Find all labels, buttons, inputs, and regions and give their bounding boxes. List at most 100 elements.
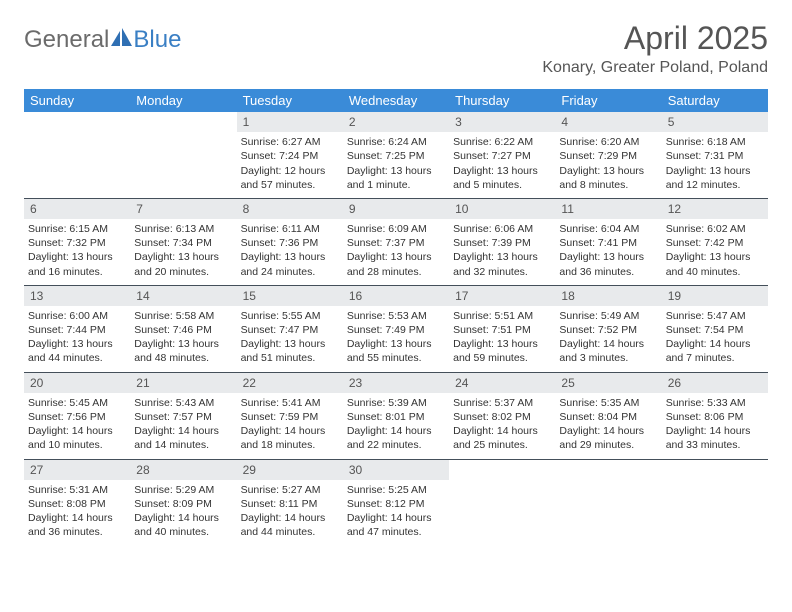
sunset-text: Sunset: 7:39 PM xyxy=(453,236,551,250)
day-number: 5 xyxy=(662,112,768,132)
calendar-row: 1Sunrise: 6:27 AMSunset: 7:24 PMDaylight… xyxy=(24,112,768,198)
daylight-text: Daylight: 13 hours and 12 minutes. xyxy=(666,164,764,192)
sunset-text: Sunset: 8:11 PM xyxy=(241,497,339,511)
sunrise-text: Sunrise: 6:09 AM xyxy=(347,222,445,236)
sunset-text: Sunset: 8:02 PM xyxy=(453,410,551,424)
logo: General Blue xyxy=(24,26,181,54)
day-number: 13 xyxy=(24,286,130,306)
sunrise-text: Sunrise: 6:20 AM xyxy=(559,135,657,149)
sunset-text: Sunset: 7:51 PM xyxy=(453,323,551,337)
day-number: 6 xyxy=(24,199,130,219)
sunrise-text: Sunrise: 5:33 AM xyxy=(666,396,764,410)
calendar-cell: 6Sunrise: 6:15 AMSunset: 7:32 PMDaylight… xyxy=(24,198,130,285)
day-number: 11 xyxy=(555,199,661,219)
calendar-cell: 25Sunrise: 5:35 AMSunset: 8:04 PMDayligh… xyxy=(555,372,661,459)
daylight-text: Daylight: 13 hours and 55 minutes. xyxy=(347,337,445,365)
daylight-text: Daylight: 14 hours and 10 minutes. xyxy=(28,424,126,452)
calendar-row: 20Sunrise: 5:45 AMSunset: 7:56 PMDayligh… xyxy=(24,372,768,459)
daylight-text: Daylight: 13 hours and 28 minutes. xyxy=(347,250,445,278)
calendar-cell: 4Sunrise: 6:20 AMSunset: 7:29 PMDaylight… xyxy=(555,112,661,198)
calendar-table: SundayMondayTuesdayWednesdayThursdayFrid… xyxy=(24,89,768,545)
header: General Blue April 2025 Konary, Greater … xyxy=(24,20,768,77)
daylight-text: Daylight: 12 hours and 57 minutes. xyxy=(241,164,339,192)
sunset-text: Sunset: 7:56 PM xyxy=(28,410,126,424)
day-number: 12 xyxy=(662,199,768,219)
sunrise-text: Sunrise: 5:25 AM xyxy=(347,483,445,497)
calendar-row: 6Sunrise: 6:15 AMSunset: 7:32 PMDaylight… xyxy=(24,198,768,285)
daylight-text: Daylight: 13 hours and 8 minutes. xyxy=(559,164,657,192)
day-number: 7 xyxy=(130,199,236,219)
sunrise-text: Sunrise: 6:22 AM xyxy=(453,135,551,149)
daylight-text: Daylight: 14 hours and 36 minutes. xyxy=(28,511,126,539)
calendar-cell: 23Sunrise: 5:39 AMSunset: 8:01 PMDayligh… xyxy=(343,372,449,459)
sunset-text: Sunset: 7:47 PM xyxy=(241,323,339,337)
calendar-cell xyxy=(662,459,768,545)
daylight-text: Daylight: 13 hours and 5 minutes. xyxy=(453,164,551,192)
calendar-cell: 19Sunrise: 5:47 AMSunset: 7:54 PMDayligh… xyxy=(662,285,768,372)
sunset-text: Sunset: 8:12 PM xyxy=(347,497,445,511)
day-number: 16 xyxy=(343,286,449,306)
sunset-text: Sunset: 7:44 PM xyxy=(28,323,126,337)
sunset-text: Sunset: 7:54 PM xyxy=(666,323,764,337)
sunset-text: Sunset: 7:42 PM xyxy=(666,236,764,250)
sunset-text: Sunset: 7:24 PM xyxy=(241,149,339,163)
calendar-cell: 28Sunrise: 5:29 AMSunset: 8:09 PMDayligh… xyxy=(130,459,236,545)
day-number: 27 xyxy=(24,460,130,480)
daylight-text: Daylight: 14 hours and 3 minutes. xyxy=(559,337,657,365)
sunset-text: Sunset: 7:41 PM xyxy=(559,236,657,250)
logo-sail-icon xyxy=(111,28,133,53)
sunrise-text: Sunrise: 5:37 AM xyxy=(453,396,551,410)
calendar-cell: 10Sunrise: 6:06 AMSunset: 7:39 PMDayligh… xyxy=(449,198,555,285)
sunrise-text: Sunrise: 5:29 AM xyxy=(134,483,232,497)
day-number: 22 xyxy=(237,373,343,393)
sunset-text: Sunset: 7:59 PM xyxy=(241,410,339,424)
sunrise-text: Sunrise: 5:45 AM xyxy=(28,396,126,410)
calendar-row: 13Sunrise: 6:00 AMSunset: 7:44 PMDayligh… xyxy=(24,285,768,372)
day-header: Monday xyxy=(130,89,236,112)
daylight-text: Daylight: 13 hours and 24 minutes. xyxy=(241,250,339,278)
daylight-text: Daylight: 14 hours and 14 minutes. xyxy=(134,424,232,452)
day-number: 2 xyxy=(343,112,449,132)
day-number: 21 xyxy=(130,373,236,393)
day-number: 3 xyxy=(449,112,555,132)
daylight-text: Daylight: 14 hours and 47 minutes. xyxy=(347,511,445,539)
day-number: 29 xyxy=(237,460,343,480)
calendar-row: 27Sunrise: 5:31 AMSunset: 8:08 PMDayligh… xyxy=(24,459,768,545)
calendar-cell xyxy=(449,459,555,545)
calendar-cell: 21Sunrise: 5:43 AMSunset: 7:57 PMDayligh… xyxy=(130,372,236,459)
sunset-text: Sunset: 7:27 PM xyxy=(453,149,551,163)
day-header: Sunday xyxy=(24,89,130,112)
daylight-text: Daylight: 13 hours and 40 minutes. xyxy=(666,250,764,278)
sunrise-text: Sunrise: 6:06 AM xyxy=(453,222,551,236)
daylight-text: Daylight: 13 hours and 48 minutes. xyxy=(134,337,232,365)
day-number: 1 xyxy=(237,112,343,132)
sunset-text: Sunset: 8:01 PM xyxy=(347,410,445,424)
sunrise-text: Sunrise: 5:51 AM xyxy=(453,309,551,323)
logo-word1: General xyxy=(24,26,109,54)
sunrise-text: Sunrise: 6:13 AM xyxy=(134,222,232,236)
day-number: 28 xyxy=(130,460,236,480)
calendar-cell: 9Sunrise: 6:09 AMSunset: 7:37 PMDaylight… xyxy=(343,198,449,285)
calendar-cell: 11 Sunrise: 6:04 AMSunset: 7:41 PMDayligh… xyxy=(555,198,661,285)
calendar-cell: 22Sunrise: 5:41 AMSunset: 7:59 PMDayligh… xyxy=(237,372,343,459)
daylight-text: Daylight: 14 hours and 18 minutes. xyxy=(241,424,339,452)
day-header-row: SundayMondayTuesdayWednesdayThursdayFrid… xyxy=(24,89,768,112)
sunset-text: Sunset: 7:25 PM xyxy=(347,149,445,163)
sunrise-text: Sunrise: 5:53 AM xyxy=(347,309,445,323)
daylight-text: Daylight: 13 hours and 44 minutes. xyxy=(28,337,126,365)
day-number: 25 xyxy=(555,373,661,393)
calendar-cell: 1Sunrise: 6:27 AMSunset: 7:24 PMDaylight… xyxy=(237,112,343,198)
daylight-text: Daylight: 14 hours and 7 minutes. xyxy=(666,337,764,365)
day-number: 17 xyxy=(449,286,555,306)
calendar-cell xyxy=(130,112,236,198)
sunrise-text: Sunrise: 5:31 AM xyxy=(28,483,126,497)
daylight-text: Daylight: 14 hours and 29 minutes. xyxy=(559,424,657,452)
daylight-text: Daylight: 13 hours and 36 minutes. xyxy=(559,250,657,278)
sunset-text: Sunset: 7:32 PM xyxy=(28,236,126,250)
calendar-cell xyxy=(555,459,661,545)
sunset-text: Sunset: 8:08 PM xyxy=(28,497,126,511)
daylight-text: Daylight: 14 hours and 25 minutes. xyxy=(453,424,551,452)
calendar-cell: 8Sunrise: 6:11 AMSunset: 7:36 PMDaylight… xyxy=(237,198,343,285)
calendar-cell: 12Sunrise: 6:02 AMSunset: 7:42 PMDayligh… xyxy=(662,198,768,285)
sunrise-text: Sunrise: 6:04 AM xyxy=(559,222,657,236)
